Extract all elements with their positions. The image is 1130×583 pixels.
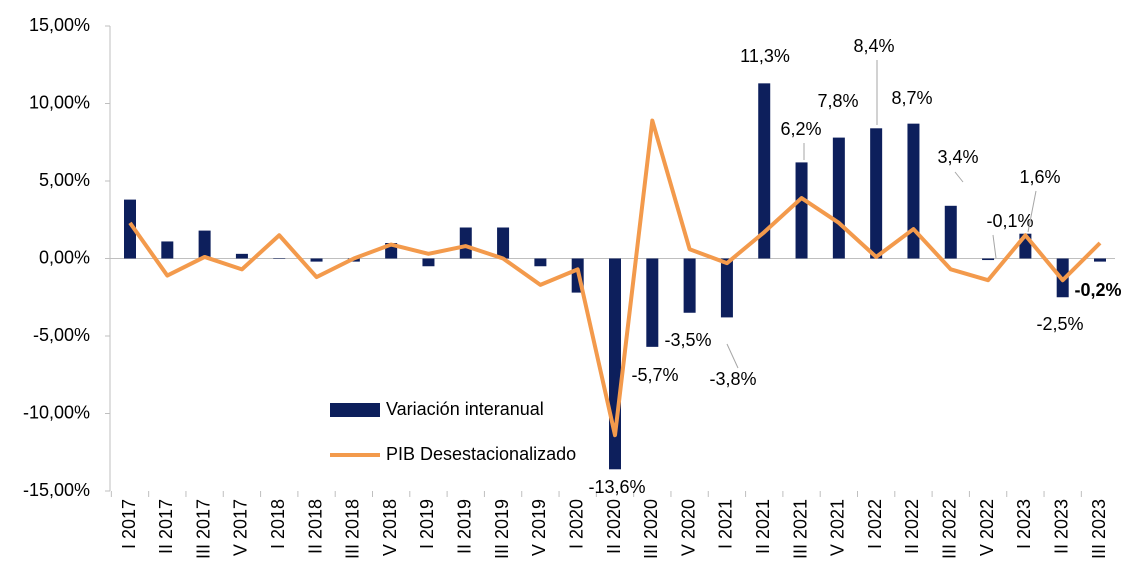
bar [124,199,136,259]
x-tick-label: I 2023 [1014,499,1034,549]
legend-label: PIB Desestacionalizado [386,444,576,464]
bar [459,227,472,259]
x-tick-label: I 2021 [716,499,736,549]
data-label: -13,6% [588,477,645,497]
data-label: 6,2% [780,119,821,139]
x-tick-label: III 2018 [343,499,363,559]
y-tick-label: -5,00% [33,325,90,345]
x-tick-label: I 2022 [865,499,885,549]
bar [422,258,435,267]
y-tick-label: -15,00% [23,480,90,500]
bar [870,128,883,259]
x-tick-label: I 2020 [566,499,586,549]
bar [198,230,211,259]
data-label: -0,2% [1074,280,1121,300]
x-tick-label: III 2019 [492,499,512,559]
legend-label: Variación interanual [386,399,544,419]
x-tick-label: III 2017 [193,499,213,559]
bar [273,258,286,259]
bar [235,253,248,259]
bar [683,258,696,313]
bar [310,258,323,262]
bar [609,258,621,470]
x-tick-label: II 2019 [455,499,475,554]
data-label: 7,8% [817,91,858,111]
legend-swatch [330,403,380,417]
leader-line [954,171,964,183]
data-label: 11,3% [740,46,790,66]
x-tick-label: V 2018 [380,499,400,556]
x-tick-label: V 2021 [828,499,848,556]
bar [534,258,547,267]
bar [832,137,845,259]
data-label: -0,1% [986,211,1033,231]
y-tick-label: -10,00% [23,402,90,422]
bar [497,227,510,259]
bar [720,258,733,318]
x-tick-label: II 2022 [902,499,922,554]
bar [944,205,957,259]
line [128,118,1102,438]
x-tick-label: V 2022 [977,499,997,556]
x-tick-label: V 2020 [678,499,698,556]
data-label: 1,6% [1019,167,1060,187]
x-tick-label: I 2019 [417,499,437,549]
leader-line [726,343,739,369]
x-tick-label: II 2020 [604,499,624,554]
x-tick-label: I 2018 [268,499,288,549]
data-label: -3,8% [709,369,756,389]
bar [795,162,808,259]
x-tick-label: I 2017 [119,499,139,549]
x-tick-label: II 2017 [156,499,176,554]
data-label: 8,7% [891,88,932,108]
bar [758,83,771,259]
y-tick-label: 5,00% [39,170,90,190]
data-label: 3,4% [937,147,978,167]
leader-line [1027,190,1037,233]
data-label: -5,7% [631,365,678,385]
y-tick-label: 10,00% [29,92,90,112]
x-tick-label: III 2023 [1089,499,1109,559]
bar [646,258,659,347]
data-label: 8,4% [853,36,894,56]
leader-line [992,234,997,259]
x-tick-label: V 2019 [529,499,549,556]
x-tick-label: II 2018 [305,499,325,554]
bar [907,123,920,259]
y-tick-label: 0,00% [39,247,90,267]
y-tick-label: 15,00% [29,15,90,35]
bar [982,258,995,261]
bar [1094,258,1106,262]
data-label: -2,5% [1036,314,1083,334]
x-tick-label: II 2021 [753,499,773,554]
x-tick-label: III 2020 [641,499,661,559]
x-tick-label: III 2022 [940,499,960,559]
x-tick-label: II 2023 [1051,499,1071,554]
data-label: -3,5% [664,330,711,350]
x-tick-label: III 2021 [790,499,810,559]
bar [161,241,174,259]
x-tick-label: V 2017 [231,499,251,556]
